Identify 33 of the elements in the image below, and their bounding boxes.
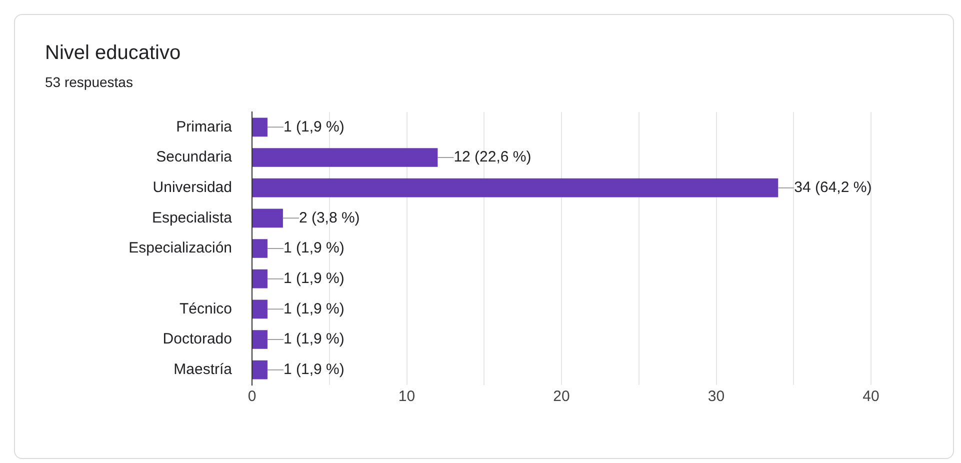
- y-tick-label: Especialización: [128, 240, 232, 257]
- data-label: 1 (1,9 %): [283, 270, 344, 287]
- x-tick-label: 30: [708, 388, 725, 406]
- y-tick-label: Maestría: [174, 360, 233, 378]
- bar: [252, 208, 283, 228]
- data-label: 2 (3,8 %): [298, 209, 360, 226]
- y-tick-label: Doctorado: [162, 330, 232, 348]
- bar: [252, 178, 778, 198]
- data-label: 1 (1,9 %): [283, 360, 344, 378]
- y-tick-label: Técnico: [179, 300, 232, 318]
- data-label: 1 (1,9 %): [283, 330, 344, 348]
- bar: [252, 148, 438, 167]
- bar: [252, 300, 268, 319]
- x-tick-label: 40: [862, 388, 880, 406]
- data-label: 34 (64,2 %): [794, 178, 872, 196]
- bar: [252, 360, 268, 380]
- data-label: 12 (22,6 %): [454, 148, 532, 166]
- bar: [252, 269, 268, 288]
- x-tick-label: 0: [248, 388, 256, 406]
- y-tick-label: Universidad: [152, 178, 232, 196]
- data-label: 1 (1,9 %): [283, 240, 344, 257]
- bar: [252, 118, 268, 137]
- y-tick-label: Secundaria: [156, 148, 233, 166]
- x-tick-label: 10: [398, 388, 416, 406]
- bar: [252, 239, 268, 258]
- x-tick-label: 20: [553, 388, 570, 406]
- bar: [252, 330, 268, 349]
- text: 53 respuestas: [45, 74, 133, 90]
- data-label: 1 (1,9 %): [283, 300, 344, 318]
- chart-title: Nivel educativo: [45, 42, 181, 65]
- y-tick-label: Primaria: [176, 118, 233, 136]
- data-label: 1 (1,9 %): [283, 118, 344, 136]
- y-tick-label: Especialista: [152, 209, 233, 226]
